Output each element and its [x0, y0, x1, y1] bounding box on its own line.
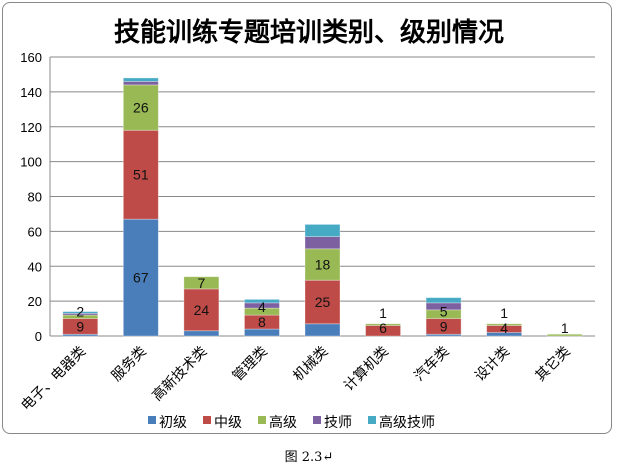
- data-label: 18: [315, 257, 331, 273]
- y-tick-label: 60: [28, 224, 42, 239]
- data-label: 9: [76, 318, 84, 334]
- data-label: 24: [194, 302, 210, 318]
- y-tick-label: 140: [20, 85, 42, 100]
- bar-segment: [183, 276, 220, 290]
- data-label: 67: [133, 270, 149, 286]
- legend-label: 中级: [214, 415, 242, 431]
- y-tick-label: 120: [20, 120, 42, 135]
- bar-segment: [304, 223, 341, 238]
- data-label: 6: [379, 320, 387, 336]
- data-label: 9: [440, 318, 448, 334]
- bar-segment: [546, 333, 583, 337]
- data-label: 4: [500, 320, 508, 336]
- bar-segment: [244, 328, 280, 337]
- data-label: 51: [133, 167, 149, 183]
- bar-segment: [62, 314, 99, 319]
- x-tick-label: 机械类: [290, 344, 331, 385]
- y-tick-label: 20: [28, 294, 42, 309]
- data-label: 2: [76, 303, 84, 319]
- bar-segment: [486, 323, 523, 326]
- bar-segment: [122, 218, 159, 337]
- x-tick-label: 设计类: [472, 344, 513, 385]
- legend-label: 高级技师: [379, 414, 435, 431]
- x-tick-label: 服务类: [109, 344, 150, 385]
- y-tick-label: 100: [20, 155, 42, 170]
- x-tick-label: 电子、电器类: [18, 344, 89, 415]
- y-tick-label: 80: [28, 190, 42, 205]
- data-label: 1: [500, 305, 508, 321]
- chart-plot: 02040608010012014016092电子、电器类675126服务类24…: [18, 50, 595, 431]
- chart-title: 技能训练专题培训类别、级别情况: [113, 18, 504, 48]
- data-label: 25: [315, 294, 331, 310]
- legend-label: 高级: [269, 414, 297, 431]
- y-tick-label: 40: [28, 259, 42, 274]
- data-label: 5: [440, 303, 448, 319]
- legend-swatch: [203, 416, 211, 424]
- bar-segment: [62, 311, 99, 314]
- legend-label: 初级: [159, 414, 187, 431]
- y-tick-label: 160: [20, 50, 42, 65]
- bar-segment: [304, 323, 341, 337]
- bar-segment: [244, 298, 280, 304]
- data-label: 4: [258, 299, 266, 315]
- bar-segment: [304, 248, 341, 281]
- data-label: 26: [133, 100, 149, 116]
- x-tick-label: 高新技术类: [149, 343, 211, 405]
- legend-label: 技师: [324, 415, 352, 431]
- bar-segment: [122, 81, 159, 86]
- x-tick-label: 其它类: [532, 343, 574, 385]
- chart-frame: [2, 2, 612, 434]
- x-tick-label: 汽车类: [411, 343, 453, 385]
- x-tick-label: 计算机类: [341, 344, 392, 395]
- data-label: 1: [561, 320, 569, 336]
- legend-swatch: [148, 416, 156, 424]
- data-label: 7: [197, 275, 205, 291]
- bar-segment: [304, 236, 341, 250]
- bar-segment: [425, 297, 462, 304]
- legend-swatch: [313, 416, 321, 424]
- bar-segment: [122, 129, 159, 220]
- legend-swatch: [368, 416, 376, 424]
- bar-segment: [183, 288, 220, 332]
- data-label: 8: [258, 314, 266, 330]
- data-label: 1: [379, 305, 387, 321]
- x-tick-label: 管理类: [230, 344, 271, 385]
- y-tick-label: 0: [35, 329, 42, 344]
- legend-swatch: [258, 416, 266, 424]
- bar-segment: [365, 323, 401, 326]
- bar-segment: [183, 330, 220, 337]
- bar-segment: [122, 77, 159, 82]
- figure-caption: 图 2.3↵: [284, 450, 334, 465]
